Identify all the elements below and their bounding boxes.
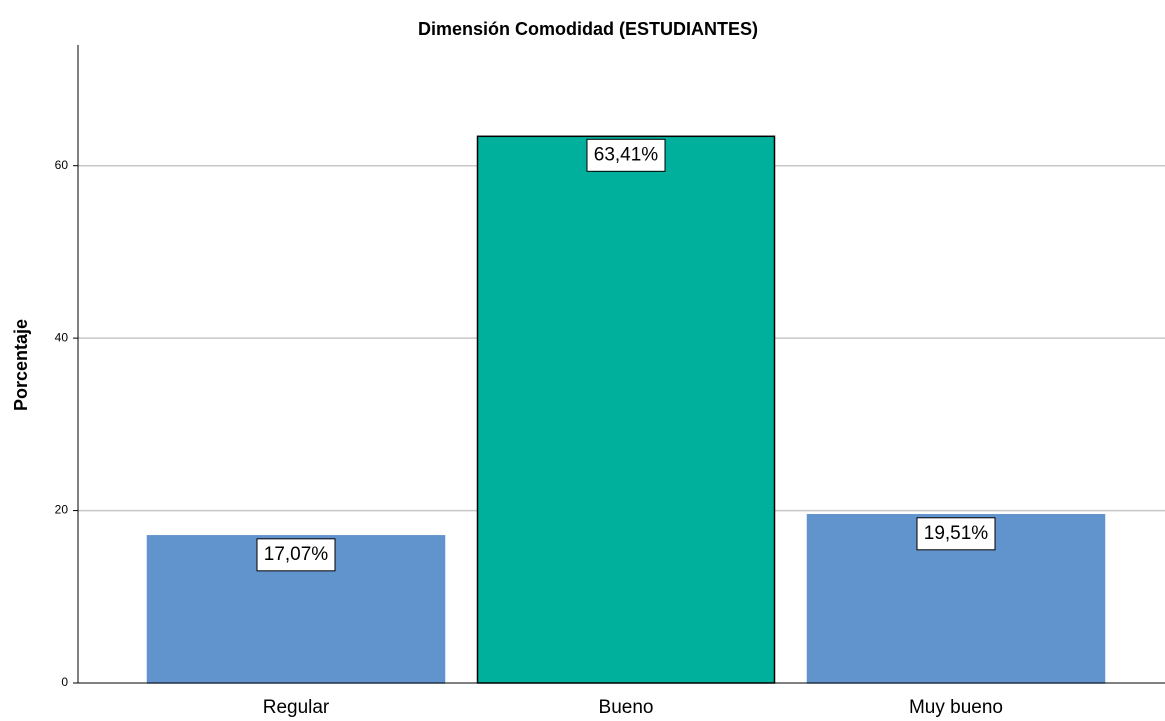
y-tick-label: 20 xyxy=(55,503,69,517)
y-tick-label: 0 xyxy=(61,675,68,689)
bar xyxy=(476,135,776,684)
chart-title: Dimensión Comodidad (ESTUDIANTES) xyxy=(418,19,758,39)
value-label-box xyxy=(256,538,336,572)
y-tick-label: 60 xyxy=(55,158,69,172)
value-label-box xyxy=(916,517,996,551)
value-label: 19,51% xyxy=(924,523,989,544)
y-tick-label: 40 xyxy=(55,330,69,344)
y-axis-label: Porcentaje xyxy=(11,319,31,411)
value-label: 17,07% xyxy=(264,544,329,565)
x-tick-label: Muy bueno xyxy=(909,697,1003,718)
value-label-box xyxy=(586,138,666,172)
value-label: 63,41% xyxy=(594,144,659,165)
x-tick-label: Regular xyxy=(263,697,330,718)
x-tick-label: Bueno xyxy=(599,697,654,718)
